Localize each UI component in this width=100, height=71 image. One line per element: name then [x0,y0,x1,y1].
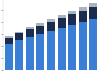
Bar [58,18,66,28]
Bar [5,38,13,44]
Bar [36,23,44,26]
Bar [90,19,97,70]
Bar [68,25,76,70]
Bar [26,27,34,29]
Bar [47,19,55,22]
Bar [47,22,55,31]
Bar [26,37,34,70]
Bar [68,11,76,14]
Bar [36,34,44,70]
Bar [58,28,66,70]
Bar [15,32,23,33]
Bar [79,7,87,11]
Bar [79,22,87,70]
Bar [5,36,13,38]
Bar [36,26,44,34]
Bar [79,11,87,22]
Bar [15,40,23,70]
Bar [15,33,23,40]
Bar [90,7,97,19]
Bar [47,31,55,70]
Bar [68,14,76,25]
Bar [90,3,97,7]
Bar [26,29,34,37]
Bar [58,15,66,18]
Bar [5,44,13,70]
